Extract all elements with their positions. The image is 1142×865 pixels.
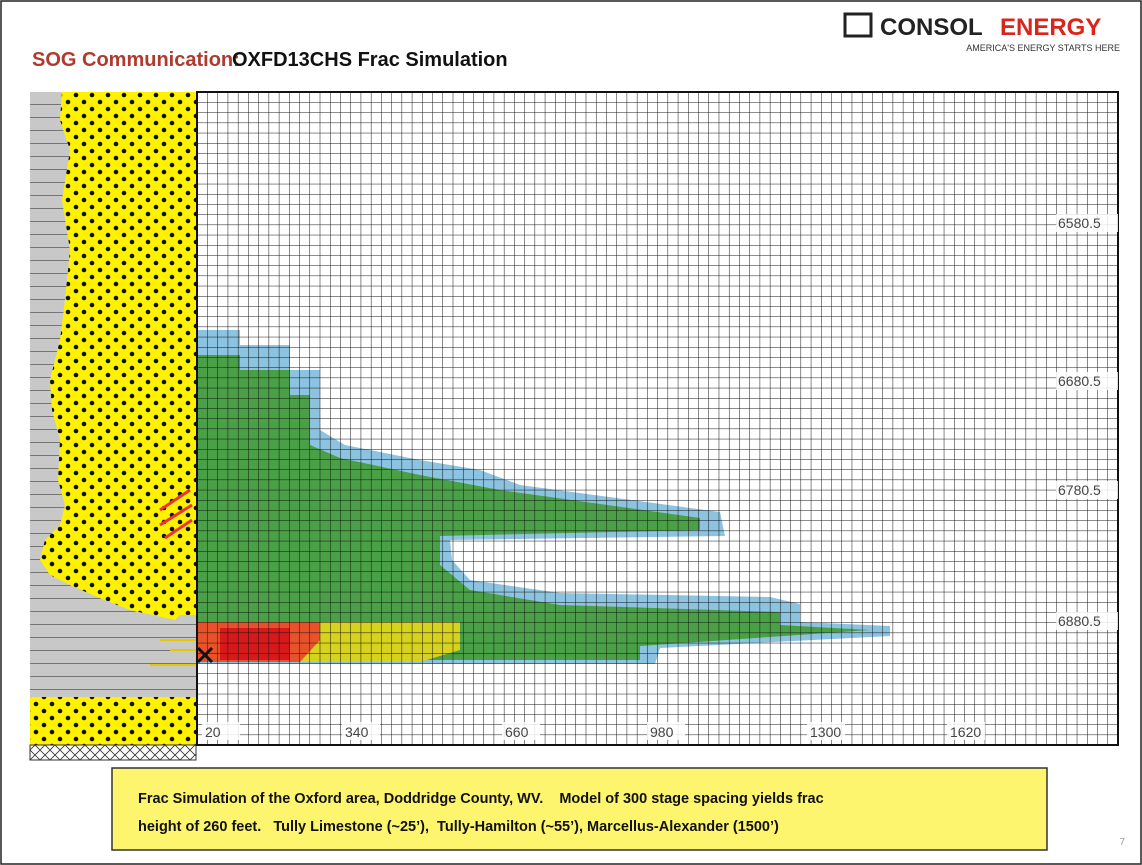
streak bbox=[150, 639, 196, 666]
x-label-bg bbox=[342, 722, 380, 740]
depth-label: 6680.5 bbox=[1058, 373, 1101, 389]
sandstone-fill bbox=[30, 697, 196, 745]
logo: CONSOL ENERGY AMERICA'S ENERGY STARTS HE… bbox=[843, 12, 1120, 53]
x-label-bg bbox=[502, 722, 540, 740]
lithology-column bbox=[29, 92, 197, 761]
logo-name: CONSOL bbox=[880, 14, 983, 41]
x-label-bg bbox=[807, 722, 845, 740]
depth-label-bg bbox=[1056, 372, 1118, 390]
depth-label: 6780.5 bbox=[1058, 482, 1101, 498]
x-label: 1300 bbox=[810, 724, 841, 740]
logo-name-accent: ENERGY bbox=[1000, 14, 1101, 41]
title-prefix: SOG Communication: bbox=[32, 49, 240, 71]
caption-box bbox=[111, 767, 1048, 851]
depth-label: 6880.5 bbox=[1058, 613, 1101, 629]
x-label-bg bbox=[647, 722, 685, 740]
x-label: 1620 bbox=[950, 724, 981, 740]
depth-label-bg bbox=[1056, 612, 1118, 630]
logo-icon bbox=[843, 12, 873, 38]
x-label-bg bbox=[947, 722, 985, 740]
title: OXFD13CHS Frac Simulation bbox=[232, 49, 508, 71]
simulation-grid bbox=[196, 91, 1119, 746]
page-number: 7 bbox=[1119, 837, 1125, 848]
x-labels: 20 340 660 980 1300 1620 bbox=[202, 722, 985, 740]
well-marker bbox=[196, 646, 214, 664]
sandstone-fill bbox=[40, 92, 196, 620]
hatch-mark bbox=[159, 488, 193, 540]
logo-tagline: AMERICA'S ENERGY STARTS HERE bbox=[966, 43, 1120, 53]
caption-line: Frac Simulation of the Oxford area, Dodd… bbox=[138, 791, 824, 807]
x-label: 980 bbox=[650, 724, 674, 740]
x-label: 660 bbox=[505, 724, 529, 740]
x-label-bg bbox=[202, 722, 240, 740]
depth-label: 6580.5 bbox=[1058, 215, 1101, 231]
depth-labels: 6580.5 6680.5 6780.5 6880.5 bbox=[1056, 214, 1118, 630]
depth-label-bg bbox=[1056, 481, 1118, 499]
basement-fill bbox=[29, 744, 197, 761]
x-label: 340 bbox=[345, 724, 369, 740]
caption-line: height of 260 feet. Tully Limestone (~25… bbox=[138, 819, 779, 835]
depth-label-bg bbox=[1056, 214, 1118, 232]
x-label: 20 bbox=[205, 724, 221, 740]
